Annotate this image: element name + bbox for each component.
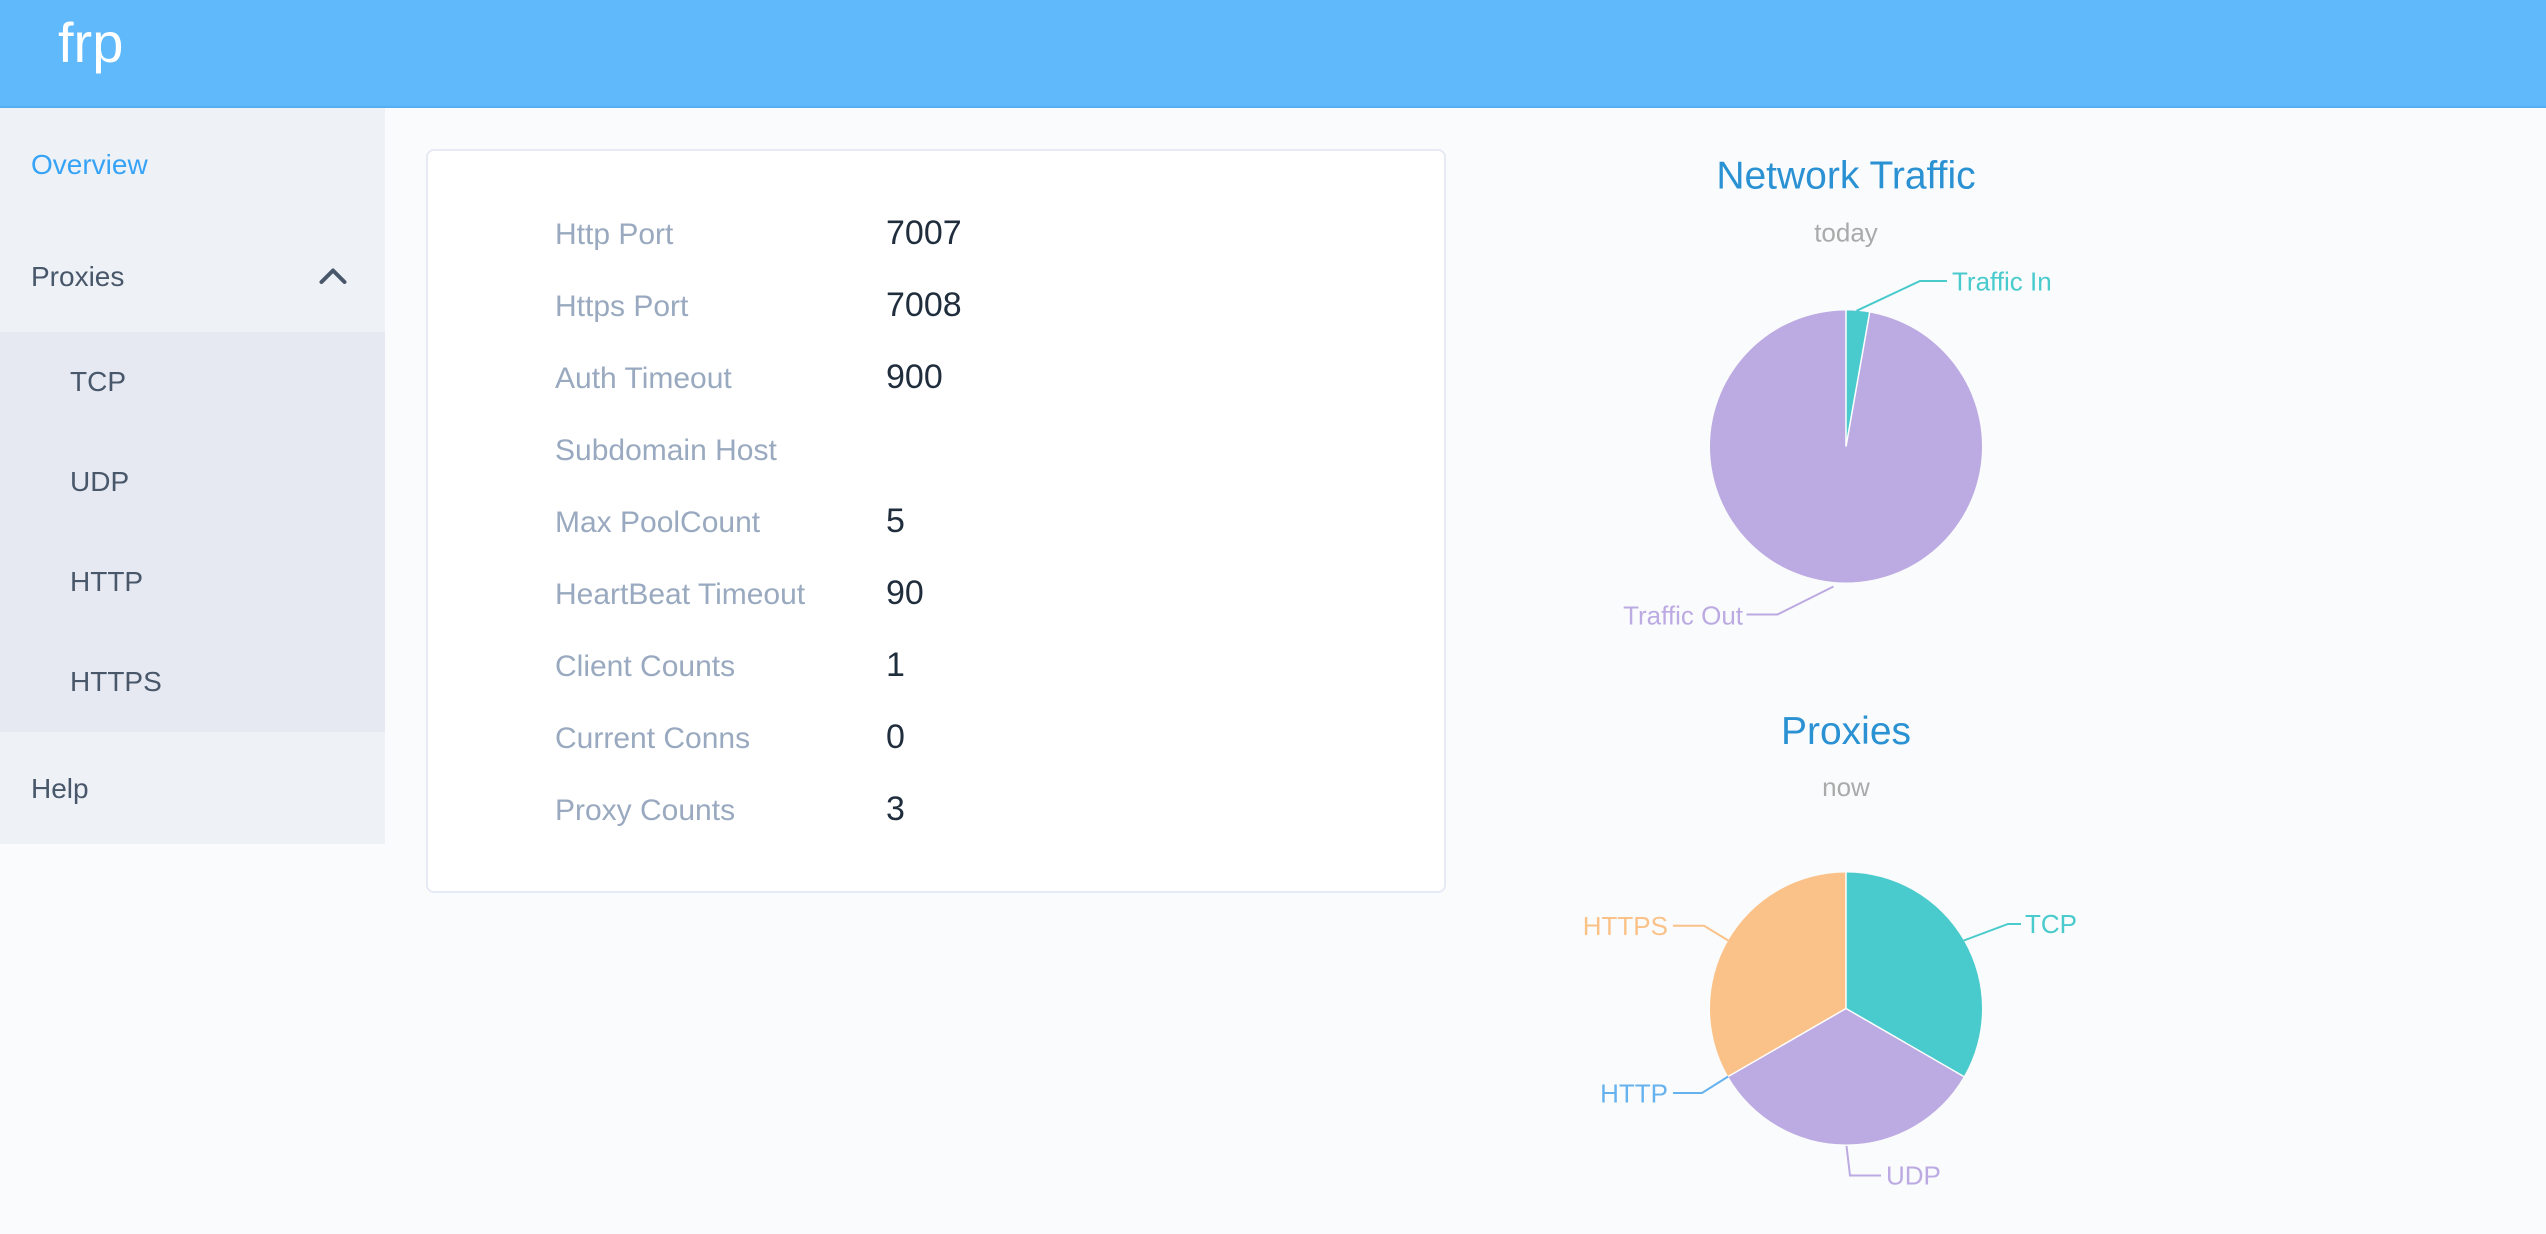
svg-text:Network Traffic: Network Traffic: [1716, 155, 1975, 198]
svg-text:HTTPS: HTTPS: [1583, 911, 1668, 941]
svg-text:Traffic Out: Traffic Out: [1623, 601, 1744, 631]
svg-text:HTTP: HTTP: [1600, 1079, 1668, 1109]
svg-text:TCP: TCP: [2025, 909, 2077, 939]
svg-text:today: today: [1814, 218, 1878, 248]
svg-text:Proxies: Proxies: [1781, 710, 1911, 753]
svg-text:UDP: UDP: [1886, 1161, 1941, 1191]
svg-text:Traffic In: Traffic In: [1952, 267, 2052, 297]
svg-text:now: now: [1822, 772, 1870, 802]
